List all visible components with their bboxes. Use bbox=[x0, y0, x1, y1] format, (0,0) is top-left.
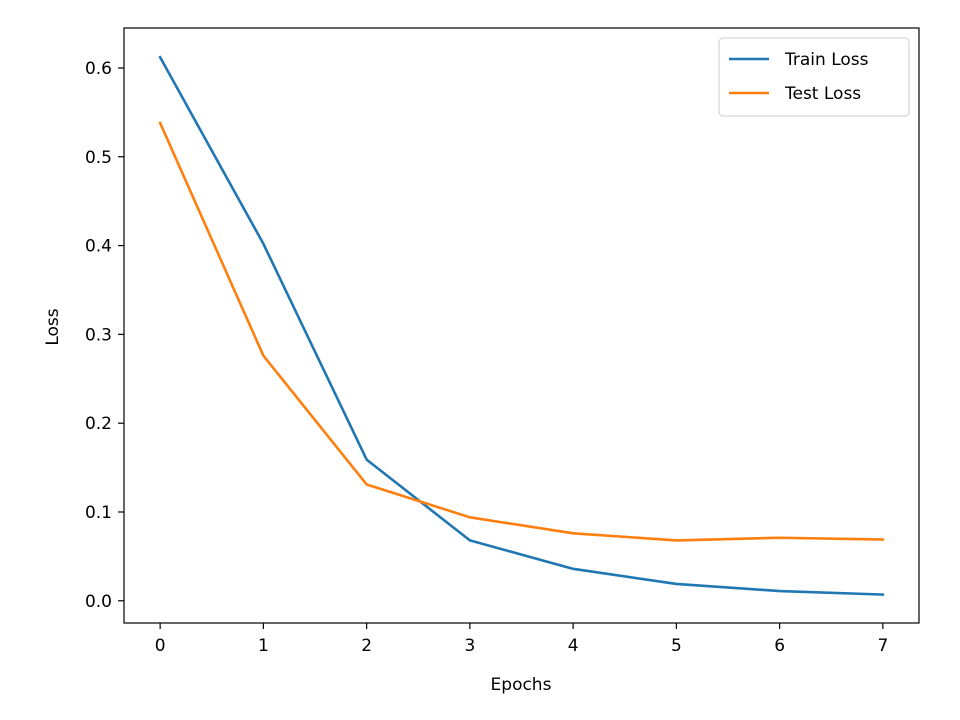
y-tick-label: 0.4 bbox=[85, 237, 112, 257]
x-tick-label: 5 bbox=[671, 636, 682, 656]
x-axis-label: Epochs bbox=[491, 675, 552, 695]
legend-box bbox=[718, 37, 910, 117]
x-tick-label: 0 bbox=[155, 636, 166, 656]
axes: 0 1 2 3 4 5 6 7 0.0 0.1 0.2 0.3 0.4 0.5 0.6 bbox=[85, 27, 920, 656]
series-line-0 bbox=[158, 55, 885, 596]
y-tick-label: 0.5 bbox=[85, 148, 112, 168]
x-tick-label: 7 bbox=[877, 636, 888, 656]
series-line-1 bbox=[158, 121, 885, 542]
x-tick-label: 6 bbox=[774, 636, 785, 656]
x-tick-label: 2 bbox=[361, 636, 372, 656]
legend-label: Train Loss bbox=[784, 50, 869, 70]
x-tick-label: 1 bbox=[258, 636, 269, 656]
x-tick-label: 3 bbox=[464, 636, 475, 656]
x-tick-label: 4 bbox=[568, 636, 579, 656]
y-axis-label: Loss bbox=[43, 308, 63, 345]
y-tick-label: 0.3 bbox=[85, 325, 112, 345]
plot-frame bbox=[123, 27, 920, 624]
legend: Train Loss Test Loss bbox=[718, 37, 910, 117]
legend-label: Test Loss bbox=[784, 84, 861, 104]
y-tick-label: 0.2 bbox=[85, 414, 112, 434]
y-tick-label: 0.6 bbox=[85, 59, 112, 79]
y-tick-label: 0.0 bbox=[85, 592, 112, 612]
series-lines bbox=[158, 55, 885, 596]
y-tick-label: 0.1 bbox=[85, 503, 112, 523]
